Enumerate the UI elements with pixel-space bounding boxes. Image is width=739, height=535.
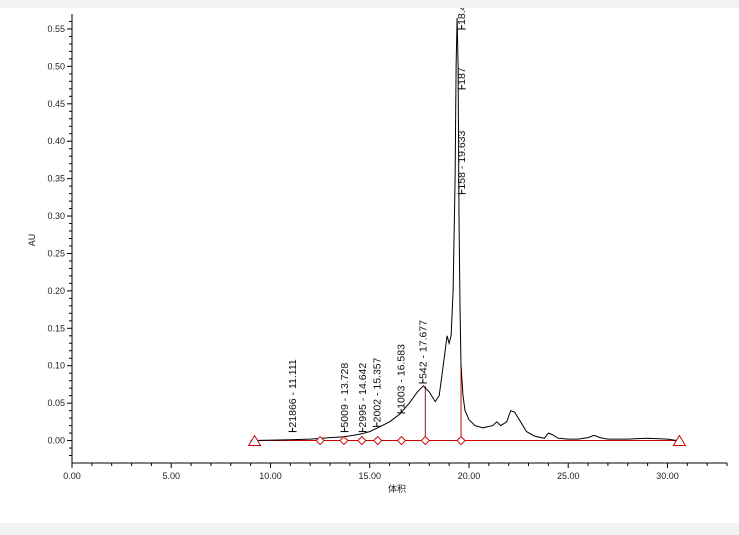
chromatogram-trace	[250, 17, 678, 442]
x-tick-label: 25.00	[557, 471, 580, 481]
chromatogram-panel: 0.00 5.00 10.00 15.00 20.00 25.00 30.00 0.00 0.…	[0, 8, 739, 523]
diamond-marker	[315, 435, 325, 446]
diamond-marker	[339, 435, 349, 446]
peak-annotation-label: 2002 - 15.357	[371, 357, 383, 422]
x-tick-label: 0.00	[63, 471, 81, 481]
peak-annotation-label: 158 - 19.633	[456, 130, 468, 189]
baseline-layer	[254, 365, 680, 442]
y-tick-label: 0.30	[47, 211, 65, 221]
y-tick-label: 0.00	[47, 436, 65, 446]
y-axis-title: AU	[28, 234, 38, 247]
y-tick-label: 0.40	[47, 136, 65, 146]
triangle-marker	[247, 434, 262, 447]
y-axis: 0.00 0.05 0.10 0.15 0.20 0.25 0.30 0.35 0.40 0.45…	[47, 20, 72, 457]
y-tick-label: 0.35	[47, 174, 65, 184]
peak-annotation-label: 542 - 17.677	[417, 320, 429, 379]
x-tick-label: 30.00	[656, 471, 679, 481]
diamond-marker	[420, 435, 431, 446]
trace-layer	[250, 17, 678, 442]
y-tick-label: 0.25	[47, 248, 65, 258]
x-tick-label: 20.00	[458, 471, 481, 481]
triangle-marker	[672, 434, 687, 447]
peak-annotation-label: 2995 - 14.642	[357, 363, 369, 428]
diamond-marker	[357, 435, 367, 446]
peak-annotation-label: 5009 - 13.728	[339, 363, 351, 428]
y-tick-label: 0.55	[47, 24, 65, 34]
peak-annotation-label: 1003 - 16.583	[396, 344, 408, 409]
y-tick-label: 0.15	[47, 323, 65, 333]
x-tick-label: 15.00	[358, 471, 381, 481]
y-tick-label: 0.45	[47, 99, 65, 109]
x-axis-title: 体积	[388, 483, 406, 495]
x-tick-label: 10.00	[259, 471, 282, 481]
peak-annotation-label: 18.478	[456, 8, 468, 25]
y-tick-label: 0.05	[47, 398, 65, 408]
x-axis: 0.00 5.00 10.00 15.00 20.00 25.00 30.00	[63, 463, 728, 481]
peak-annotation-label: 187	[456, 67, 468, 85]
y-tick-label: 0.50	[47, 61, 65, 71]
diamond-marker	[372, 435, 383, 446]
diamond-marker	[456, 435, 466, 446]
x-tick-label: 5.00	[162, 471, 180, 481]
peak-annotation-label: 21866 - 11.111	[287, 359, 299, 427]
annotation-layer: 21866 - 11.111 5009 - 13.728 2995 - 14.642…	[287, 8, 468, 433]
y-tick-label: 0.20	[47, 286, 65, 296]
diamond-marker	[396, 435, 407, 446]
marker-layer	[247, 434, 687, 447]
y-tick-label: 0.10	[47, 361, 65, 371]
chromatogram-chart: 0.00 5.00 10.00 15.00 20.00 25.00 30.00 0.000.…	[28, 8, 728, 495]
